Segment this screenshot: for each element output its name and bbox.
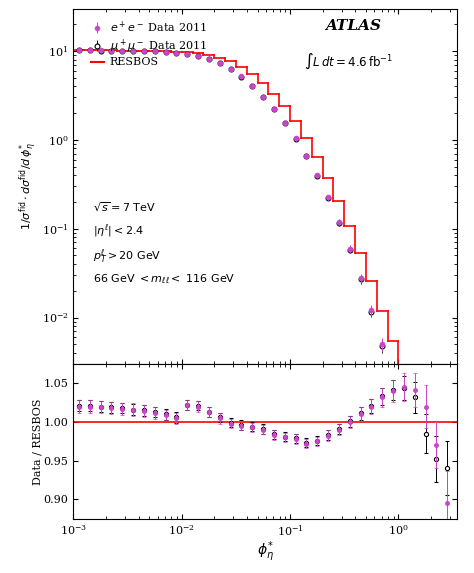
Text: $\sqrt{s} = 7$ TeV
$|\eta^{\ell}| < 2.4$
$p_{T}^{\ell} > 20$ GeV
66 GeV $< m_{\e: $\sqrt{s} = 7$ TeV $|\eta^{\ell}| < 2.4$… bbox=[92, 201, 235, 285]
Y-axis label: Data / RESBOS: Data / RESBOS bbox=[32, 398, 42, 485]
Text: $\int L\,dt = 4.6\,{\rm fb}^{-1}$: $\int L\,dt = 4.6\,{\rm fb}^{-1}$ bbox=[304, 51, 393, 70]
Legend: $e^+e^-$ Data 2011, $\mu^+\mu^-$ Data 2011, RESBOS: $e^+e^-$ Data 2011, $\mu^+\mu^-$ Data 20… bbox=[91, 19, 207, 68]
Y-axis label: $1/\sigma^{\rm fid} \cdot d\sigma^{\rm fid}/d\,\phi_{\eta}^{*}$: $1/\sigma^{\rm fid} \cdot d\sigma^{\rm f… bbox=[18, 143, 40, 230]
Text: ATLAS: ATLAS bbox=[325, 19, 381, 33]
X-axis label: $\phi_{\eta}^{*}$: $\phi_{\eta}^{*}$ bbox=[257, 539, 274, 564]
